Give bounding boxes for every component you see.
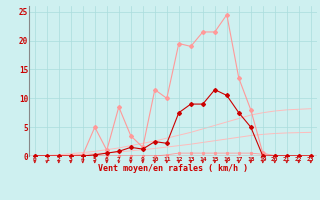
X-axis label: Vent moyen/en rafales ( km/h ): Vent moyen/en rafales ( km/h ) xyxy=(98,164,248,173)
